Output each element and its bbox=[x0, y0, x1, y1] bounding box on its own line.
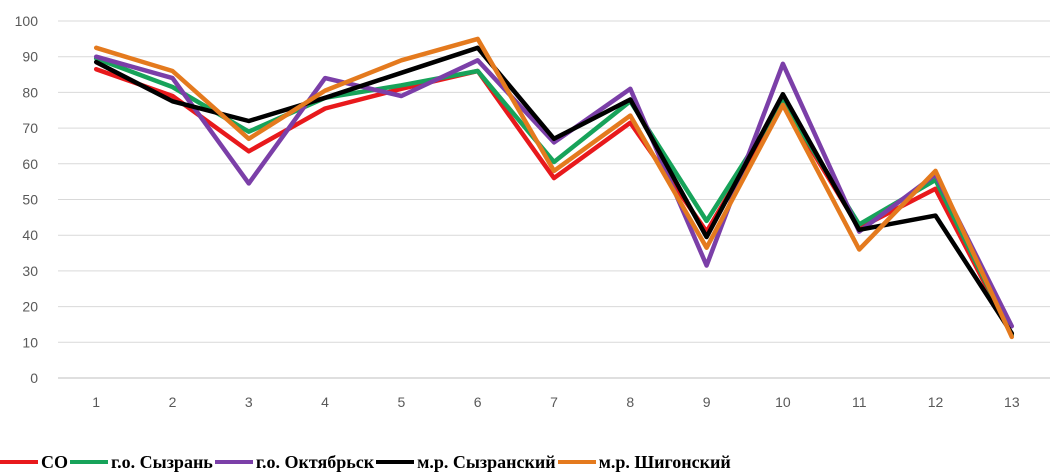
gridlines bbox=[58, 20, 1050, 379]
y-tick-label: 10 bbox=[22, 334, 38, 350]
series-line-4 bbox=[93, 45, 1015, 336]
x-tick-label: 4 bbox=[321, 394, 329, 410]
y-tick-label: 40 bbox=[22, 227, 38, 243]
legend-item: г.о. Октябрьск bbox=[214, 451, 375, 473]
y-tick-label: 100 bbox=[15, 13, 39, 29]
x-tick-label: 10 bbox=[775, 394, 791, 410]
legend-swatch bbox=[70, 460, 108, 464]
y-tick-label: 80 bbox=[22, 84, 38, 100]
legend-label: м.р. Шигонский bbox=[598, 451, 731, 472]
y-tick-label: 30 bbox=[22, 263, 38, 279]
legend-label: м.р. Сызранский bbox=[417, 451, 556, 472]
legend-swatch bbox=[376, 460, 415, 464]
y-axis-tick-labels: 0 10 20 30 40 50 60 70 80 90 100 bbox=[15, 13, 39, 386]
x-tick-label: 2 bbox=[169, 394, 177, 410]
x-tick-label: 13 bbox=[1004, 394, 1020, 410]
series-line-5 bbox=[93, 36, 1015, 340]
y-tick-label: 0 bbox=[30, 370, 38, 386]
y-tick-label: 90 bbox=[22, 49, 38, 65]
x-tick-label: 6 bbox=[474, 394, 482, 410]
series-line-1 bbox=[93, 66, 1015, 338]
legend-label: СО bbox=[41, 451, 68, 472]
legend-swatch bbox=[557, 460, 596, 464]
legend-item: СО bbox=[0, 452, 68, 473]
x-tick-label: 9 bbox=[703, 394, 711, 410]
legend-label: г.о. Сызрань bbox=[111, 451, 213, 472]
series-line-2 bbox=[93, 56, 1015, 338]
y-tick-label: 60 bbox=[22, 156, 38, 172]
legend-item: м.р. Сызранский bbox=[376, 452, 556, 473]
x-tick-label: 8 bbox=[626, 394, 634, 410]
x-axis-tick-labels: 1 2 3 4 5 6 7 8 9 10 11 12 13 bbox=[92, 394, 1020, 410]
chart-legend: СО г.о. Сызрань г.о. Октябрьск м.р. Сызранс… bbox=[0, 450, 1060, 474]
legend-swatch bbox=[214, 460, 253, 464]
series-lines bbox=[93, 36, 1015, 340]
legend-swatch bbox=[0, 460, 38, 464]
y-tick-label: 50 bbox=[22, 192, 38, 208]
y-tick-label: 20 bbox=[22, 299, 38, 315]
legend-label: г.о. Октябрьск bbox=[255, 451, 375, 472]
x-tick-label: 5 bbox=[397, 394, 405, 410]
x-tick-label: 12 bbox=[928, 394, 944, 410]
series-line-3 bbox=[93, 54, 1015, 329]
legend-item: м.р. Шигонский bbox=[557, 451, 731, 473]
y-tick-label: 70 bbox=[22, 120, 38, 136]
x-tick-label: 1 bbox=[92, 394, 100, 410]
x-tick-label: 7 bbox=[550, 394, 558, 410]
x-tick-label: 11 bbox=[852, 394, 867, 410]
x-tick-label: 3 bbox=[245, 394, 253, 410]
legend-item: г.о. Сызрань bbox=[70, 452, 213, 473]
